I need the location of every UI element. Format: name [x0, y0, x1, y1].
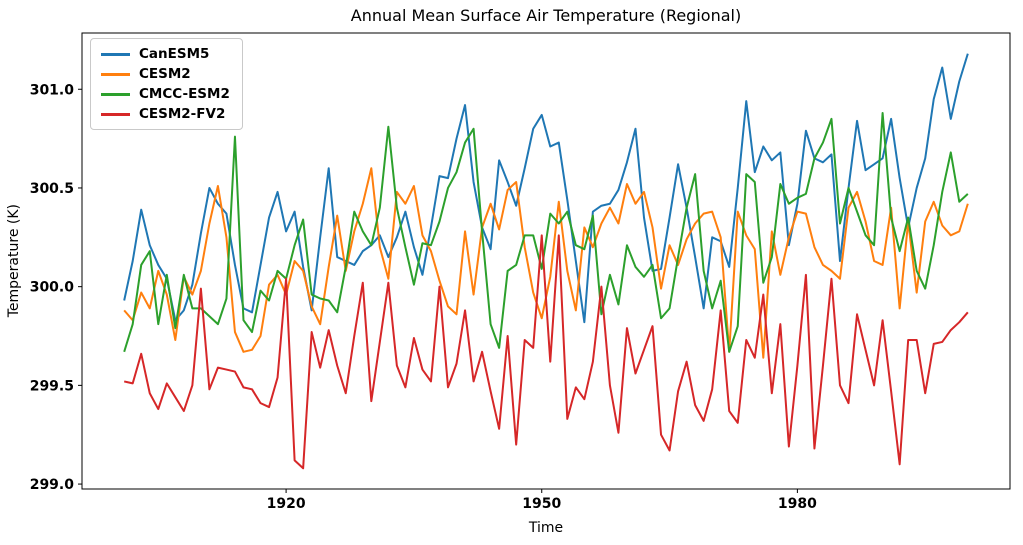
- chart-title: Annual Mean Surface Air Temperature (Reg…: [350, 6, 742, 25]
- legend-label: CESM2: [139, 66, 191, 82]
- legend-item-CESM2-FV2: CESM2-FV2: [101, 106, 230, 122]
- y-tick-label: 300.0: [30, 280, 75, 296]
- series-line-CESM2-FV2: [123, 234, 969, 470]
- legend-label: CESM2-FV2: [139, 106, 226, 122]
- legend-item-CMCC-ESM2: CMCC-ESM2: [101, 86, 230, 102]
- legend-item-CanESM5: CanESM5: [101, 46, 230, 62]
- legend-label: CanESM5: [139, 46, 210, 62]
- y-tick-label: 299.0: [30, 477, 75, 493]
- y-tick-label: 299.5: [30, 378, 74, 394]
- legend-swatch-CESM2-FV2: [101, 112, 130, 116]
- y-axis-label: Temperature (K): [6, 204, 22, 318]
- y-tick-label: 300.5: [30, 181, 74, 197]
- x-tick-label: 1950: [522, 496, 561, 512]
- x-tick-label: 1920: [267, 496, 306, 512]
- x-axis-label: Time: [528, 520, 564, 536]
- legend-swatch-CanESM5: [101, 52, 130, 56]
- legend-swatch-CMCC-ESM2: [101, 92, 130, 96]
- legend-item-CESM2: CESM2: [101, 66, 230, 82]
- y-axis-label-wrap: Temperature (K): [6, 33, 22, 489]
- series-line-CanESM5: [123, 53, 969, 324]
- x-tick-label: 1980: [778, 496, 817, 512]
- legend-label: CMCC-ESM2: [139, 86, 230, 102]
- plot-frame: [81, 32, 1011, 490]
- legend-swatch-CESM2: [101, 72, 130, 76]
- series-line-CMCC-ESM2: [123, 111, 969, 353]
- legend: CanESM5 CESM2 CMCC-ESM2 CESM2-FV2: [90, 38, 243, 130]
- y-tick-label: 301.0: [30, 82, 75, 98]
